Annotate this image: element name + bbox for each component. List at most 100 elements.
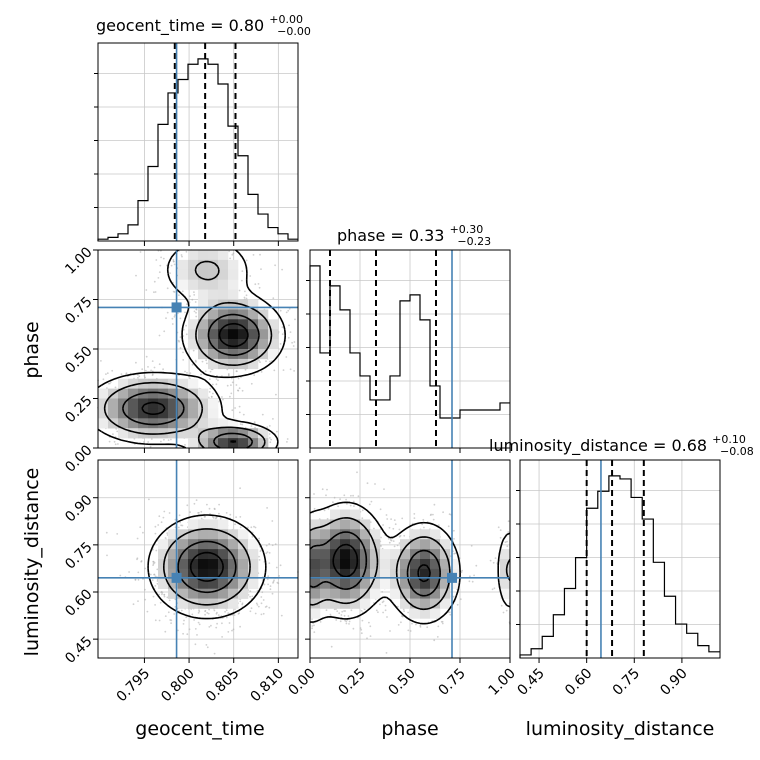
sample-point [268, 433, 271, 435]
sample-point [195, 499, 198, 501]
sample-point [235, 516, 238, 518]
sample-point [151, 373, 154, 376]
sample-point [153, 291, 155, 294]
sample-point [352, 627, 355, 630]
sample-point [207, 396, 210, 399]
sample-point [333, 496, 336, 499]
sample-point [422, 518, 425, 521]
sample-point [218, 400, 220, 403]
grid [98, 43, 298, 241]
density-cell [128, 388, 139, 399]
sample-point [189, 511, 191, 513]
y-tick-label: 0.50 [62, 343, 95, 376]
sample-point [436, 636, 439, 638]
sample-point [506, 545, 509, 548]
sample-point [346, 503, 348, 505]
sample-point [272, 582, 274, 584]
sample-point [160, 256, 162, 259]
sample-point [132, 603, 135, 606]
density-cell [228, 289, 239, 300]
sample-point [507, 520, 510, 523]
sample-point [261, 591, 264, 594]
sample-point [119, 574, 122, 577]
sample-point [112, 433, 114, 435]
density-cell [218, 250, 229, 261]
density-cell [198, 329, 209, 340]
sample-point [361, 517, 364, 520]
density-cell [268, 319, 279, 330]
panel-frame [97, 249, 299, 449]
density-cell [198, 529, 209, 540]
sample-point [241, 270, 244, 272]
sample-point [266, 426, 269, 428]
sample-point [140, 560, 143, 562]
density-cell [420, 588, 431, 599]
density-cell [360, 598, 371, 609]
density-cell [188, 259, 199, 271]
sample-point [144, 567, 147, 570]
sample-point [366, 637, 368, 640]
density-cell [208, 438, 219, 449]
sample-point [153, 280, 156, 283]
density-cell [228, 279, 239, 290]
sample-point [394, 523, 397, 526]
sample-point [174, 314, 176, 316]
sample-point [193, 619, 195, 621]
sample-point [396, 544, 399, 547]
density-cell [208, 408, 219, 419]
density-cell [208, 319, 219, 330]
density-cell [390, 588, 401, 599]
panel-phase-vs-geocent-time: 0.000.250.500.751.00 [62, 244, 299, 476]
sample-point [213, 652, 216, 655]
sample-point [430, 513, 432, 516]
sample-point [356, 471, 358, 474]
sample-point [171, 323, 174, 325]
density-cell [198, 418, 209, 429]
sample-point [273, 369, 276, 372]
sample-point [169, 272, 171, 275]
sample-point [437, 625, 440, 628]
sample-point [237, 389, 240, 392]
sample-point [218, 503, 220, 506]
sample-point [500, 604, 503, 607]
sample-point [400, 615, 403, 617]
sample-point [360, 632, 363, 635]
density-cell [320, 549, 331, 560]
sample-point [154, 575, 157, 578]
sample-point [468, 580, 471, 583]
contour-line [97, 249, 286, 449]
sample-point [144, 369, 147, 372]
sample-point [256, 604, 259, 606]
sample-point [238, 387, 241, 390]
density-cell [188, 269, 199, 280]
density-cell [178, 588, 189, 599]
x-tick-label: 0.25 [335, 666, 368, 699]
sample-point [149, 573, 152, 576]
sample-point [208, 626, 211, 628]
density-cell [340, 529, 351, 540]
sample-point [224, 610, 226, 613]
sample-point [144, 588, 146, 591]
sample-point [506, 540, 508, 543]
sample-point [153, 561, 156, 564]
sample-point [260, 371, 263, 373]
density-cell [118, 428, 129, 439]
sample-point [285, 311, 288, 314]
sample-point [413, 517, 416, 519]
sample-point [393, 545, 396, 548]
density-cell [248, 319, 259, 330]
sample-point [294, 318, 296, 321]
density-cell [208, 259, 219, 271]
sample-point [269, 588, 272, 591]
density-cell [218, 269, 229, 280]
sample-point [343, 494, 346, 497]
sample-point [106, 554, 108, 557]
sample-point [489, 559, 492, 562]
density-cell [340, 559, 351, 570]
sample-point [268, 425, 271, 427]
sample-point [214, 517, 217, 520]
sample-point [170, 438, 172, 441]
sample-point [245, 297, 248, 300]
sample-point [137, 571, 140, 574]
sample-point [215, 383, 218, 386]
